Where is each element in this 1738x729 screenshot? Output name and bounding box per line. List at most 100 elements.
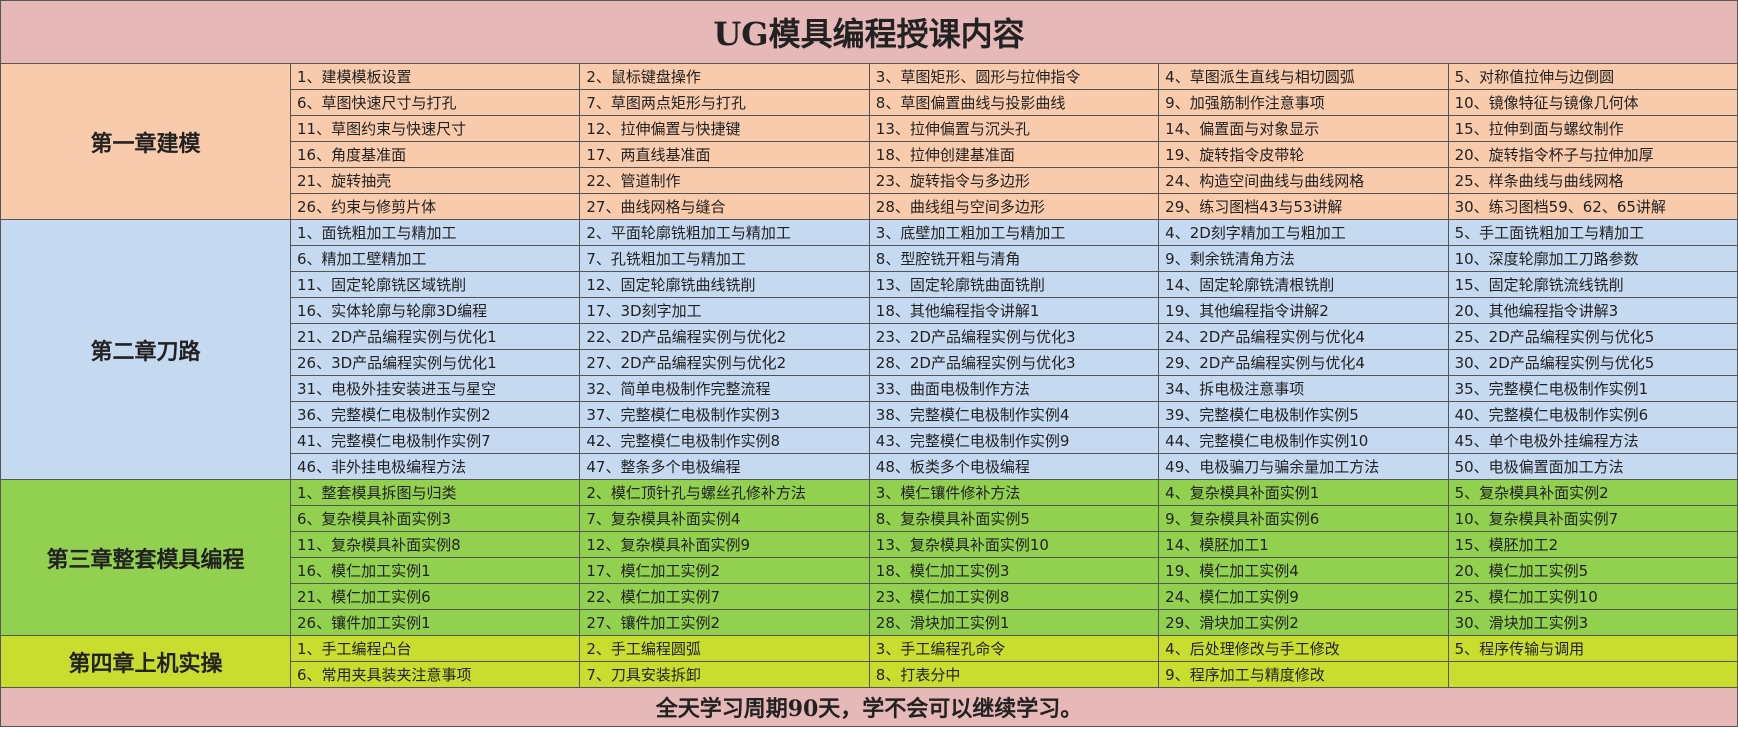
lesson-row: 6、草图快速尺寸与打孔 7、草图两点矩形与打孔 8、草图偏置曲线与投影曲线 9、加强筋… — [0, 89, 1738, 116]
lesson-cell: 24、2D产品编程实例与优化4 — [1158, 323, 1449, 350]
lesson-cell: 35、完整模仁电极制作实例1 — [1447, 375, 1738, 402]
lesson-cell: 17、两直线基准面 — [579, 141, 870, 168]
lesson-row: 21、模仁加工实例6 22、模仁加工实例7 23、模仁加工实例8 24、模仁加工实例9… — [0, 583, 1738, 610]
lesson-row: 16、角度基准面 17、两直线基准面 18、拉伸创建基准面 19、旋转指令皮带轮 20、… — [0, 141, 1738, 168]
lesson-cell: 5、手工面铣粗加工与精加工 — [1447, 219, 1738, 246]
lesson-cell: 12、固定轮廓铣曲线铣削 — [579, 271, 870, 298]
lesson-cell: 10、复杂模具补面实例7 — [1447, 505, 1738, 532]
lesson-cell: 10、深度轮廓加工刀路参数 — [1447, 245, 1738, 272]
lesson-cell: 27、2D产品编程实例与优化2 — [579, 349, 870, 376]
lesson-cell: 33、曲面电极制作方法 — [868, 375, 1160, 402]
lesson-cell: 42、完整模仁电极制作实例8 — [579, 427, 870, 454]
lesson-cell: 9、程序加工与精度修改 — [1158, 661, 1449, 688]
lesson-cell: 32、简单电极制作完整流程 — [579, 375, 870, 402]
lesson-cell: 19、模仁加工实例4 — [1158, 557, 1449, 584]
lesson-cell: 17、3D刻字加工 — [579, 297, 870, 324]
lesson-row: 6、复杂模具补面实例3 7、复杂模具补面实例4 8、复杂模具补面实例5 9、复杂模具补… — [0, 505, 1738, 532]
lesson-row: 6、常用夹具装夹注意事项 7、刀具安装拆卸 8、打表分中 9、程序加工与精度修改 — [0, 661, 1738, 688]
lesson-row: 第二章刀路 1、面铣粗加工与精加工 2、平面轮廓铣粗加工与精加工 3、底壁加工粗加工与… — [0, 219, 1738, 480]
lesson-cell: 9、复杂模具补面实例6 — [1158, 505, 1449, 532]
lesson-cell: 5、程序传输与调用 — [1447, 635, 1738, 662]
lesson-cell: 34、拆电极注意事项 — [1158, 375, 1449, 402]
lesson-cell: 43、完整模仁电极制作实例9 — [868, 427, 1160, 454]
lesson-cell: 8、型腔铣开粗与清角 — [868, 245, 1160, 272]
lesson-cell: 1、手工编程凸台 — [289, 635, 581, 662]
lesson-cell: 3、草图矩形、圆形与拉伸指令 — [868, 63, 1160, 90]
lesson-cell: 18、其他编程指令讲解1 — [868, 297, 1160, 324]
lesson-cell: 9、剩余铣清角方法 — [1158, 245, 1449, 272]
lesson-cell: 17、模仁加工实例2 — [579, 557, 870, 584]
lesson-row: 11、复杂模具补面实例8 12、复杂模具补面实例9 13、复杂模具补面实例10 14、… — [0, 531, 1738, 558]
lesson-cell: 11、固定轮廓铣区域铣削 — [289, 271, 581, 298]
lesson-cell: 3、模仁镶件修补方法 — [868, 479, 1160, 506]
lesson-cell: 23、旋转指令与多边形 — [868, 167, 1160, 194]
lesson-cell: 19、其他编程指令讲解2 — [1158, 297, 1449, 324]
lesson-cell: 27、镶件加工实例2 — [579, 609, 870, 636]
lesson-row: 16、实体轮廓与轮廓3D编程 17、3D刻字加工 18、其他编程指令讲解1 19、其他… — [0, 297, 1738, 324]
lesson-cell: 40、完整模仁电极制作实例6 — [1447, 401, 1738, 428]
lesson-row: 21、2D产品编程实例与优化1 22、2D产品编程实例与优化2 23、2D产品编程实… — [0, 323, 1738, 350]
lesson-cell: 16、角度基准面 — [289, 141, 581, 168]
lesson-cell: 14、固定轮廓铣清根铣削 — [1158, 271, 1449, 298]
lesson-cell: 15、拉伸到面与螺纹制作 — [1447, 115, 1738, 142]
lesson-cell: 39、完整模仁电极制作实例5 — [1158, 401, 1449, 428]
lesson-cell: 44、完整模仁电极制作实例10 — [1158, 427, 1449, 454]
lesson-cell: 14、模胚加工1 — [1158, 531, 1449, 558]
lesson-cell: 30、练习图档59、62、65讲解 — [1447, 193, 1738, 220]
lesson-cell: 8、草图偏置曲线与投影曲线 — [868, 89, 1160, 116]
lesson-cell: 4、草图派生直线与相切圆弧 — [1158, 63, 1449, 90]
lesson-cell: 2、手工编程圆弧 — [579, 635, 870, 662]
lesson-cell: 26、镶件加工实例1 — [289, 609, 581, 636]
chapter-name: 第四章上机实操 — [0, 635, 291, 688]
lesson-cell: 26、3D产品编程实例与优化1 — [289, 349, 581, 376]
lesson-cell: 12、拉伸偏置与快捷键 — [579, 115, 870, 142]
lesson-cell: 30、2D产品编程实例与优化5 — [1447, 349, 1738, 376]
lesson-row: 11、草图约束与快速尺寸 12、拉伸偏置与快捷键 13、拉伸偏置与沉头孔 14、偏置面… — [0, 115, 1738, 142]
lesson-row: 16、模仁加工实例1 17、模仁加工实例2 18、模仁加工实例3 19、模仁加工实例4… — [0, 557, 1738, 584]
lesson-cell: 2、鼠标键盘操作 — [579, 63, 870, 90]
lesson-cell: 13、拉伸偏置与沉头孔 — [868, 115, 1160, 142]
lesson-cell: 20、旋转指令杯子与拉伸加厚 — [1447, 141, 1738, 168]
lesson-cell: 37、完整模仁电极制作实例3 — [579, 401, 870, 428]
lesson-cell: 8、复杂模具补面实例5 — [868, 505, 1160, 532]
lesson-cell: 3、手工编程孔命令 — [868, 635, 1160, 662]
lesson-cell: 28、滑块加工实例1 — [868, 609, 1160, 636]
lesson-cell: 25、2D产品编程实例与优化5 — [1447, 323, 1738, 350]
lesson-row: 36、完整模仁电极制作实例2 37、完整模仁电极制作实例3 38、完整模仁电极制作实… — [0, 401, 1738, 428]
chapter-name: 第一章建模 — [0, 63, 291, 220]
lesson-cell: 11、草图约束与快速尺寸 — [289, 115, 581, 142]
chapter-name: 第三章整套模具编程 — [0, 479, 291, 636]
lesson-cell: 29、滑块加工实例2 — [1158, 609, 1449, 636]
title-row: UG模具编程授课内容 — [0, 0, 1738, 64]
lesson-cell: 9、加强筋制作注意事项 — [1158, 89, 1449, 116]
lesson-cell: 1、整套模具拆图与归类 — [289, 479, 581, 506]
lesson-cell: 38、完整模仁电极制作实例4 — [868, 401, 1160, 428]
lesson-cell: 16、模仁加工实例1 — [289, 557, 581, 584]
lesson-cell: 2、平面轮廓铣粗加工与精加工 — [579, 219, 870, 246]
lesson-row: 11、固定轮廓铣区域铣削 12、固定轮廓铣曲线铣削 13、固定轮廓铣曲面铣削 14、固… — [0, 271, 1738, 298]
footer-note: 全天学习周期90天，学不会可以继续学习。 — [0, 687, 1738, 727]
lesson-cell: 6、复杂模具补面实例3 — [289, 505, 581, 532]
lesson-cell: 15、模胚加工2 — [1447, 531, 1738, 558]
lesson-cell: 7、孔铣粗加工与精加工 — [579, 245, 870, 272]
lesson-cell: 10、镜像特征与镜像几何体 — [1447, 89, 1738, 116]
lesson-cell: 7、复杂模具补面实例4 — [579, 505, 870, 532]
lesson-row: 46、非外挂电极编程方法 47、整条多个电极编程 48、板类多个电极编程 49、电极骗… — [0, 453, 1738, 480]
lesson-row: 26、约束与修剪片体 27、曲线网格与缝合 28、曲线组与空间多边形 29、练习图档4… — [0, 193, 1738, 220]
lesson-cell: 24、模仁加工实例9 — [1158, 583, 1449, 610]
lesson-cell: 22、模仁加工实例7 — [579, 583, 870, 610]
lesson-cell: 46、非外挂电极编程方法 — [289, 453, 581, 480]
lesson-cell: 16、实体轮廓与轮廓3D编程 — [289, 297, 581, 324]
chapter-name: 第二章刀路 — [0, 219, 291, 480]
lesson-cell: 4、后处理修改与手工修改 — [1158, 635, 1449, 662]
lesson-cell: 1、建模模板设置 — [289, 63, 581, 90]
lesson-cell: 21、2D产品编程实例与优化1 — [289, 323, 581, 350]
lesson-cell: 31、电极外挂安装进玉与星空 — [289, 375, 581, 402]
lesson-cell: 20、其他编程指令讲解3 — [1447, 297, 1738, 324]
lesson-cell: 13、固定轮廓铣曲面铣削 — [868, 271, 1160, 298]
lesson-cell: 7、草图两点矩形与打孔 — [579, 89, 870, 116]
lesson-cell: 4、复杂模具补面实例1 — [1158, 479, 1449, 506]
